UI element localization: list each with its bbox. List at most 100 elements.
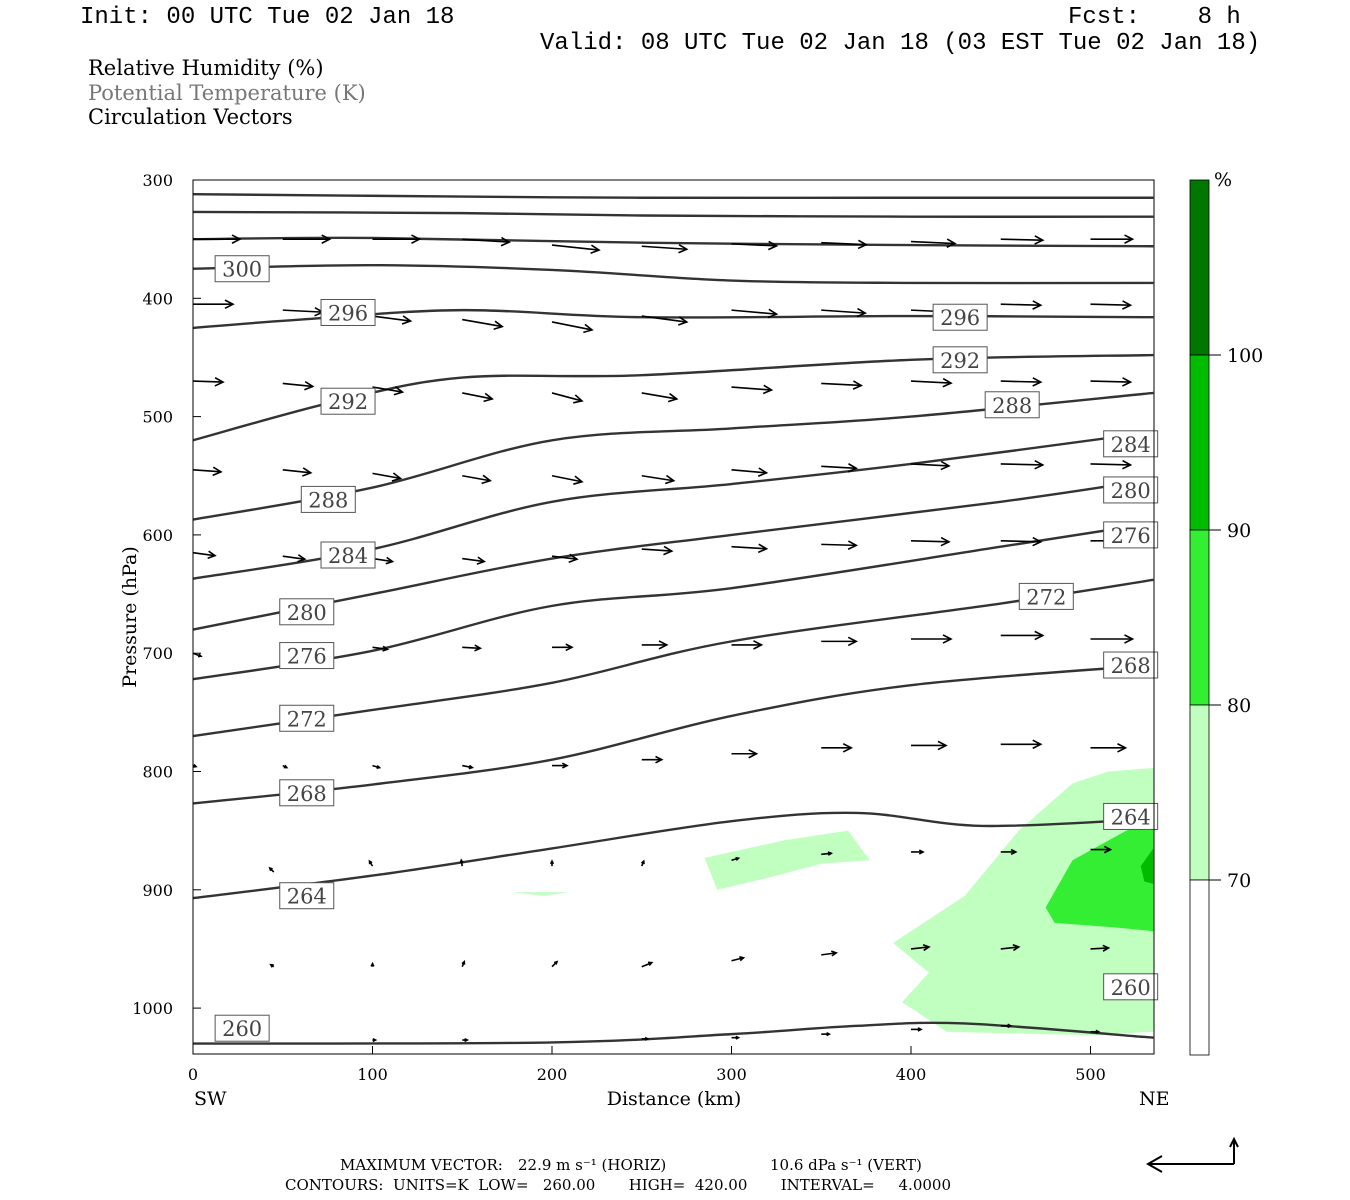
theta-contour-300 (192, 192, 1154, 200)
wind-vector (192, 550, 217, 559)
legend-vectors: Circulation Vectors (88, 105, 293, 129)
axes: 300 400 500 600 700 800 900 1000 0 100 200 300 400 50… (119, 171, 1170, 1110)
wind-vector (821, 636, 859, 647)
wind-vector (911, 634, 953, 644)
wind-vector (462, 318, 504, 331)
contour-label-280: 280 (279, 598, 335, 626)
wind-vector (552, 643, 574, 652)
wind-vector (282, 764, 289, 769)
wind-vector (372, 764, 382, 769)
wind-vector (910, 377, 953, 388)
svg-text:280: 280 (1111, 479, 1151, 503)
rh-region-4 (1140, 848, 1154, 884)
wind-vector (821, 1032, 832, 1037)
contour-label-268: 268 (1103, 651, 1159, 679)
wind-vector (462, 474, 492, 485)
wind-vector (731, 467, 769, 477)
wind-vector (1090, 459, 1133, 470)
wind-vector (910, 460, 951, 471)
init-time: Init: 00 UTC Tue 02 Jan 18 (80, 4, 455, 31)
contour-label-272: 272 (279, 704, 335, 732)
y-tick-label: 500 (142, 408, 173, 427)
contour-label-260: 260 (214, 1014, 270, 1042)
wind-vector (1090, 300, 1133, 310)
wind-vector (372, 386, 405, 396)
wind-vector (462, 556, 486, 565)
x-axis-title: Distance (km) (607, 1088, 742, 1110)
wind-vector (193, 299, 235, 310)
y-tick-label: 1000 (132, 999, 173, 1018)
wind-vector (1000, 459, 1045, 470)
theta-contour-280 (192, 478, 1154, 631)
legend-rh: Relative Humidity (%) (88, 56, 324, 80)
wind-vector (1000, 536, 1043, 547)
svg-text:272: 272 (287, 707, 327, 731)
svg-text:292: 292 (940, 349, 980, 373)
wind-vector (821, 307, 868, 318)
colorbar: 100 90 80 70% (1189, 169, 1263, 1056)
contour-label-284: 284 (320, 541, 376, 569)
contour-label-280: 280 (1103, 476, 1159, 504)
colorbar-band (1189, 704, 1210, 881)
contour-info: CONTOURS: UNITS=K LOW= 260.00 HIGH= 420.… (285, 1176, 951, 1194)
y-tick-label: 300 (142, 171, 173, 190)
theta-contour-264 (192, 811, 1154, 900)
wind-vector (370, 961, 375, 967)
x-tick-label: 200 (537, 1065, 568, 1084)
x-tick-label: 500 (1075, 1065, 1106, 1084)
wind-vector (641, 243, 689, 254)
wind-vector (462, 392, 494, 403)
wind-vector (641, 545, 674, 556)
contour-label-288: 288 (984, 391, 1040, 419)
svg-text:296: 296 (940, 306, 980, 330)
wind-vector (282, 467, 313, 477)
wind-vector (372, 1037, 378, 1043)
wind-vector (911, 1027, 923, 1032)
svg-text:272: 272 (1026, 585, 1066, 609)
wind-vector (1090, 944, 1111, 952)
wind-vector (911, 849, 925, 855)
theta-contour-260 (192, 1021, 1154, 1045)
svg-text:288: 288 (992, 394, 1032, 418)
wind-vector (1000, 300, 1043, 310)
wind-vector (641, 640, 669, 650)
x-tick-label: 0 (188, 1065, 198, 1084)
rh-region-1 (704, 830, 870, 890)
rh-region-2 (512, 892, 570, 896)
wind-vector (549, 859, 555, 867)
wind-vector (821, 851, 834, 856)
max-vector-label: MAXIMUM VECTOR: (340, 1156, 503, 1174)
y-tick-label: 800 (142, 763, 173, 782)
wind-vector (731, 308, 779, 319)
wind-vector (551, 321, 594, 334)
colorbar-level: 80 (1227, 695, 1251, 717)
colorbar-level: 70 (1227, 870, 1251, 892)
svg-text:292: 292 (328, 390, 368, 414)
plot-frame (192, 179, 1155, 1055)
svg-text:288: 288 (308, 488, 348, 512)
svg-text:284: 284 (1111, 433, 1151, 457)
svg-text:276: 276 (1111, 524, 1151, 548)
y-tick-label: 400 (142, 289, 173, 308)
wind-vector (910, 536, 951, 547)
wind-vector (551, 474, 584, 485)
contour-label-296: 296 (320, 298, 376, 326)
svg-text:260: 260 (222, 1017, 262, 1041)
forecast-hour: Fcst: 8 h (1068, 4, 1241, 31)
svg-text:260: 260 (1111, 976, 1151, 1000)
wind-vector (372, 234, 422, 244)
wind-vector (462, 764, 474, 770)
wind-vector (282, 380, 315, 391)
wind-vector (1090, 845, 1113, 854)
wind-vector (269, 963, 275, 968)
contour-label-300: 300 (214, 255, 270, 283)
contour-label-276: 276 (1103, 521, 1159, 549)
wind-vector (731, 749, 759, 759)
wind-vector (192, 652, 203, 658)
wind-vector (1000, 848, 1018, 856)
wind-vector (821, 239, 869, 250)
wind-vector (1000, 235, 1045, 245)
wind-vector (641, 392, 679, 403)
legend-theta: Potential Temperature (K) (88, 81, 366, 105)
max-vector-horiz: 22.9 m s⁻¹ (HORIZ) (518, 1156, 667, 1174)
